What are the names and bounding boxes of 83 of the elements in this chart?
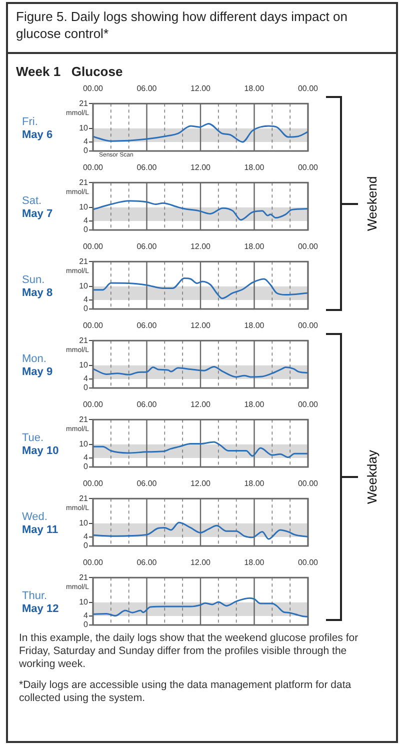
text: Sun. — [22, 274, 46, 287]
y-tick-label: 0 — [84, 225, 89, 234]
text: May 7 — [22, 208, 53, 221]
x-tick-label: 06.00 — [136, 321, 158, 330]
text: Tue. — [22, 432, 45, 445]
text: In this example, the daily logs show that the weekend glucose profiles for Friday, Saturday and Sunday differ from the profiles visible through the working week. — [19, 632, 360, 671]
y-tick-label: 10 — [79, 124, 89, 133]
y-tick-label: 21 — [79, 98, 89, 108]
x-tick-label: 18.00 — [244, 479, 265, 488]
x-tick-label: 18.00 — [244, 242, 265, 252]
x-tick-label: 12.00 — [190, 558, 212, 568]
text: May 10 — [22, 445, 59, 458]
y-tick-label: 21 — [79, 178, 89, 187]
text: Figure 5. Daily logs showing how different days impact on glucose control* — [16, 8, 348, 42]
y-tick-label: 10 — [79, 598, 89, 607]
text: Sat. — [22, 195, 43, 208]
y-tick-label: 4 — [84, 374, 89, 384]
x-tick-label: 18.00 — [244, 163, 265, 172]
y-tick-label: 21 — [79, 256, 89, 266]
x-tick-label: 06.00 — [136, 400, 158, 410]
text: *Daily logs are accessible using the data management platform for data collected using the system. — [19, 679, 352, 705]
y-tick-label: 0 — [84, 383, 89, 392]
x-tick-label: 00.00 — [82, 400, 104, 410]
x-tick-label: 12.00 — [190, 400, 212, 410]
x-tick-label: 06.00 — [136, 163, 158, 172]
y-tick-label: 4 — [84, 532, 89, 542]
x-tick-label: 06.00 — [136, 479, 158, 488]
text: Thur. — [22, 590, 48, 603]
x-tick-label: 00.00 — [82, 479, 104, 488]
x-tick-label: 06.00 — [136, 558, 158, 568]
y-tick-label: 0 — [84, 620, 89, 630]
x-tick-label: 00.00 — [298, 558, 319, 568]
x-tick-label: 00.00 — [82, 242, 104, 252]
x-tick-label: 12.00 — [190, 242, 212, 252]
x-tick-label: 12.00 — [190, 84, 212, 94]
x-tick-label: 00.00 — [82, 558, 104, 568]
y-tick-label: 10 — [79, 360, 89, 370]
text: Week 1 Glucose — [16, 64, 123, 79]
y-tick-label: 0 — [84, 462, 89, 472]
x-tick-label: 00.00 — [82, 321, 104, 330]
text: Weekday — [364, 449, 380, 506]
text: May 8 — [22, 287, 53, 300]
x-tick-label: 00.00 — [298, 479, 319, 488]
x-tick-label: 00.00 — [298, 84, 319, 94]
y-tick-label: 4 — [84, 611, 89, 620]
text: Weekend — [364, 175, 380, 233]
y-tick-label: 0 — [84, 304, 89, 314]
x-tick-label: 18.00 — [244, 84, 265, 94]
text: May 11 — [22, 524, 58, 537]
y-tick-label: 10 — [79, 440, 89, 449]
x-tick-label: 12.00 — [190, 163, 212, 172]
x-tick-label: 12.00 — [190, 479, 212, 488]
y-tick-label: 4 — [84, 137, 89, 146]
y-tick-label: 21 — [79, 336, 89, 345]
text: Mon. — [22, 353, 48, 366]
y-tick-label: 10 — [79, 282, 89, 291]
x-tick-label: 18.00 — [244, 321, 265, 330]
x-tick-label: 18.00 — [244, 400, 265, 410]
text: May 6 — [22, 129, 53, 142]
text: May 9 — [22, 366, 53, 379]
x-tick-label: 00.00 — [82, 84, 104, 94]
x-tick-label: 18.00 — [244, 558, 265, 568]
y-tick-label: 21 — [79, 494, 89, 503]
x-tick-label: 06.00 — [136, 84, 158, 94]
x-tick-label: 06.00 — [136, 242, 158, 252]
x-tick-label: 00.00 — [298, 242, 319, 252]
text: May 12 — [22, 603, 59, 616]
y-tick-label: 21 — [79, 572, 89, 582]
text: Wed. — [22, 511, 48, 524]
x-tick-label: 00.00 — [298, 163, 319, 172]
y-tick-label: 4 — [84, 453, 89, 462]
x-tick-label: 12.00 — [190, 321, 212, 330]
y-tick-label: 4 — [84, 216, 89, 226]
y-tick-label: 10 — [79, 518, 89, 528]
y-tick-label: 21 — [79, 414, 89, 424]
x-tick-label: 00.00 — [82, 163, 104, 172]
y-tick-label: 10 — [79, 202, 89, 212]
text: Fri. — [22, 116, 39, 129]
x-tick-label: 00.00 — [298, 321, 319, 330]
y-tick-label: 4 — [84, 295, 89, 304]
x-tick-label: 00.00 — [298, 400, 319, 410]
y-tick-label: 0 — [84, 541, 89, 550]
y-tick-label: 0 — [84, 146, 89, 156]
